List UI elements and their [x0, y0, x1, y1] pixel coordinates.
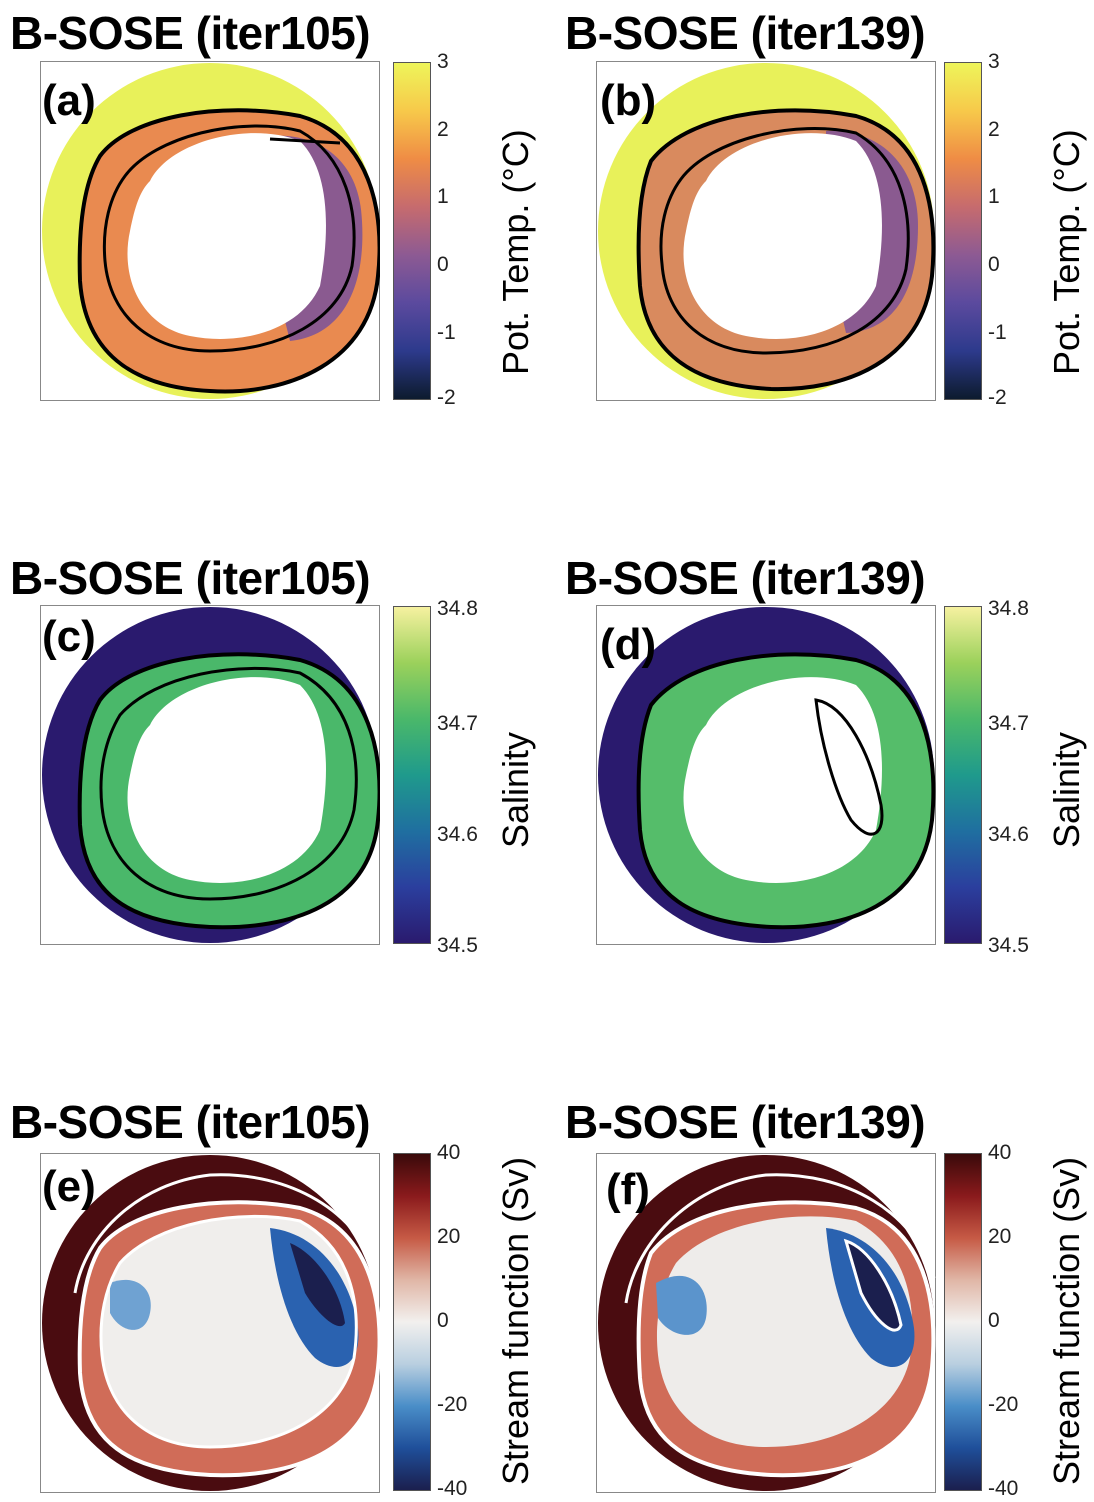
colorbar-tick: -40	[437, 1477, 468, 1500]
colorbar-tick: 2	[437, 118, 449, 141]
colorbar-tick: -20	[988, 1393, 1019, 1416]
colorbar-tick: 0	[988, 253, 1000, 276]
colorbar-tick: 34.7	[988, 712, 1029, 735]
panel-letter-c: (c)	[42, 612, 96, 661]
colorbar-tick: 3	[988, 50, 1000, 73]
colorbar-temp-a	[393, 62, 431, 400]
panel-letter-f: (f)	[606, 1165, 650, 1214]
colorbar-psi-e	[393, 1153, 431, 1491]
colorbar-label-salt-c: Salinity	[495, 731, 536, 848]
colorbar-salt-c	[393, 606, 431, 944]
colorbar-tick: 20	[988, 1225, 1012, 1248]
colorbar-tick: 34.5	[437, 934, 478, 957]
colorbar-tick: -20	[437, 1393, 468, 1416]
panel-letter-d: (d)	[600, 620, 657, 669]
colorbar-label-psi-e: Stream function (Sv)	[495, 1156, 536, 1485]
colorbar-label-temp-b: Pot. Temp. (°C)	[1046, 129, 1087, 375]
colorbar-tick: 34.6	[988, 823, 1029, 846]
colorbar-tick: 0	[988, 1309, 1000, 1332]
colorbar-tick: 34.7	[437, 712, 478, 735]
colorbar-tick: -40	[988, 1477, 1019, 1500]
colorbar-tick: 40	[988, 1141, 1012, 1164]
colorbar-label-psi-f: Stream function (Sv)	[1046, 1156, 1087, 1485]
panel-title-d: B-SOSE (iter139)	[565, 552, 926, 604]
map-panel-a	[40, 61, 380, 401]
colorbar-tick: 3	[437, 50, 449, 73]
colorbar-label-salt-d: Salinity	[1046, 731, 1087, 848]
colorbar-tick: 0	[437, 1309, 449, 1332]
colorbar-temp-b	[944, 62, 982, 400]
colorbar-tick: 0	[437, 253, 449, 276]
colorbar-tick: -1	[437, 321, 456, 344]
panel-title-f: B-SOSE (iter139)	[565, 1096, 926, 1148]
panel-title-b: B-SOSE (iter139)	[565, 7, 926, 59]
panel-letter-a: (a)	[42, 76, 96, 125]
map-panel-f	[596, 1153, 936, 1493]
map-panel-d	[596, 605, 936, 945]
colorbar-tick: -1	[988, 321, 1007, 344]
colorbar-tick: -2	[988, 386, 1007, 409]
colorbar-tick: 40	[437, 1141, 461, 1164]
colorbar-tick: 34.8	[437, 597, 478, 620]
colorbar-tick: 34.6	[437, 823, 478, 846]
panel-title-e: B-SOSE (iter105)	[10, 1096, 371, 1148]
map-panel-e	[40, 1153, 380, 1493]
colorbar-tick: 20	[437, 1225, 461, 1248]
colorbar-psi-f	[944, 1153, 982, 1491]
panel-title-a: B-SOSE (iter105)	[10, 7, 371, 59]
panel-letter-e: (e)	[42, 1162, 96, 1211]
map-panel-b	[596, 61, 936, 401]
colorbar-tick: 1	[437, 185, 449, 208]
panel-title-c: B-SOSE (iter105)	[10, 552, 371, 604]
panel-letter-b: (b)	[600, 76, 657, 125]
colorbar-tick: 34.5	[988, 934, 1029, 957]
colorbar-label-temp-a: Pot. Temp. (°C)	[495, 129, 536, 375]
colorbar-tick: 1	[988, 185, 1000, 208]
colorbar-tick: 34.8	[988, 597, 1029, 620]
colorbar-salt-d	[944, 606, 982, 944]
colorbar-tick: 2	[988, 118, 1000, 141]
colorbar-tick: -2	[437, 386, 456, 409]
map-panel-c	[40, 605, 380, 945]
